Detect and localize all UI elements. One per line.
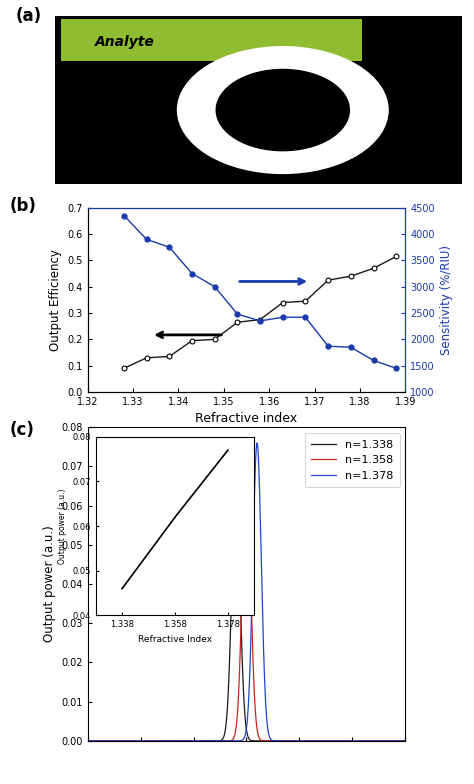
n=1.338 [275,736,281,746]
n=1.358 [292,736,297,746]
n=1.358 [143,736,148,746]
Line: n=1.378: n=1.378 [88,443,405,741]
Line: n=1.338: n=1.338 [88,494,405,741]
Ellipse shape [177,46,389,174]
n=1.338 [396,736,402,746]
n=1.338 [85,736,91,746]
Y-axis label: Sensitivity (%/RIU): Sensitivity (%/RIU) [440,245,454,355]
Text: (c): (c) [10,421,35,439]
n=1.358 [244,470,249,479]
n=1.338 [322,736,328,746]
n=1.378 [322,736,328,746]
Ellipse shape [216,69,350,151]
Y-axis label: Output Efficiency: Output Efficiency [49,249,62,350]
X-axis label: Refractive index: Refractive index [195,412,298,426]
Text: (a): (a) [16,7,42,25]
n=1.378 [254,438,260,448]
n=1.338 [143,736,148,746]
n=1.358 [346,736,352,746]
Text: Analyte: Analyte [95,34,155,49]
n=1.338 [233,489,239,499]
n=1.378 [85,736,91,746]
n=1.338 [402,736,408,746]
Line: n=1.358: n=1.358 [88,474,405,741]
Bar [61,19,362,61]
n=1.338 [292,736,297,746]
n=1.338 [206,736,212,746]
n=1.358 [206,736,212,746]
n=1.378 [206,736,212,746]
n=1.358 [322,736,328,746]
Legend: n=1.338, n=1.358, n=1.378: n=1.338, n=1.358, n=1.378 [305,433,400,488]
n=1.358 [402,736,408,746]
n=1.378 [402,736,408,746]
n=1.338 [346,736,352,746]
n=1.378 [292,736,297,746]
n=1.378 [143,736,148,746]
n=1.358 [275,736,281,746]
Text: (b): (b) [10,197,37,215]
n=1.358 [85,736,91,746]
Y-axis label: Output power (a.u.): Output power (a.u.) [43,526,56,642]
n=1.378 [346,736,352,746]
n=1.378 [275,736,281,746]
